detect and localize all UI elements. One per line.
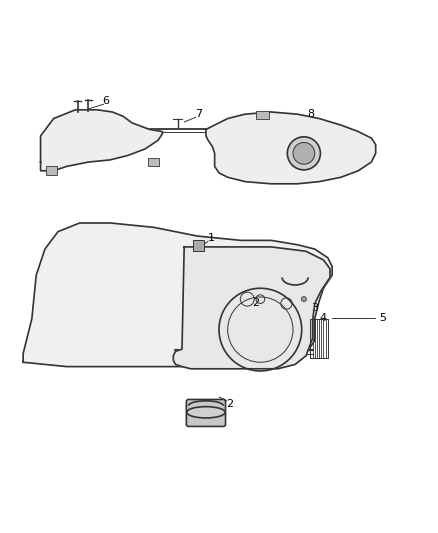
Ellipse shape xyxy=(187,407,225,418)
Bar xyxy=(311,319,328,358)
Bar xyxy=(193,240,204,251)
Polygon shape xyxy=(173,247,330,369)
Bar xyxy=(46,166,57,175)
Polygon shape xyxy=(41,110,162,171)
Circle shape xyxy=(287,137,321,170)
Text: 5: 5 xyxy=(379,313,386,323)
Polygon shape xyxy=(23,223,332,367)
Text: 1: 1 xyxy=(208,233,215,243)
Bar xyxy=(148,158,159,166)
Text: 7: 7 xyxy=(195,109,202,119)
Text: 4: 4 xyxy=(320,313,327,323)
Text: 2: 2 xyxy=(226,399,233,409)
Text: 8: 8 xyxy=(307,109,314,119)
Text: 3: 3 xyxy=(311,303,318,313)
Text: 6: 6 xyxy=(102,96,110,106)
FancyBboxPatch shape xyxy=(186,399,226,426)
Bar xyxy=(256,111,269,118)
Text: 2: 2 xyxy=(252,298,260,309)
Polygon shape xyxy=(206,112,376,184)
Circle shape xyxy=(301,296,307,302)
Circle shape xyxy=(293,142,315,164)
